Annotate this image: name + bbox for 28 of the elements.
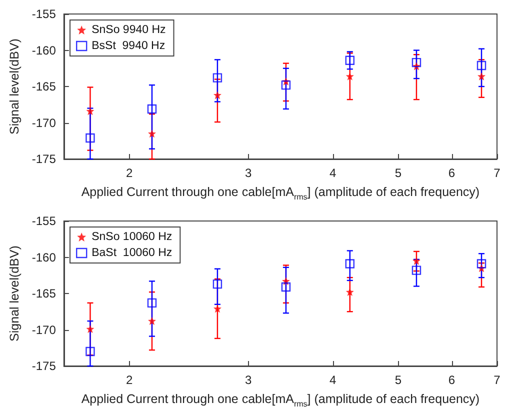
x-tick-label: 5 xyxy=(394,373,402,387)
y-tick-label: -170 xyxy=(32,116,56,130)
legend-label: SnSo 10060 Hz xyxy=(92,231,172,243)
x-tick-label: 3 xyxy=(245,373,252,387)
x-tick-label: 2 xyxy=(126,166,134,180)
x-tick-label: 7 xyxy=(494,166,501,180)
y-axis-title: Signal level(dBV) xyxy=(8,38,22,134)
y-tick-label: -170 xyxy=(32,322,56,337)
x-tick-label: 2 xyxy=(126,373,134,387)
y-axis-title: Signal level(dBV) xyxy=(8,246,22,342)
legend-label: SnSo 9940 Hz xyxy=(92,24,166,36)
x-tick-label: 3 xyxy=(245,166,252,180)
y-tick-label: -160 xyxy=(32,43,56,58)
legend-label: BaSt 10060 Hz xyxy=(92,247,172,259)
legend-label: BsSt 9940 Hz xyxy=(92,40,166,52)
x-tick-label: 5 xyxy=(394,166,402,180)
x-tick-label: 4 xyxy=(329,166,336,180)
x-tick-label: 7 xyxy=(494,373,501,387)
y-tick-label: -155 xyxy=(32,214,56,228)
y-tick-label: -175 xyxy=(32,152,56,166)
x-tick-label: 4 xyxy=(329,373,336,387)
y-tick-label: -165 xyxy=(32,286,56,300)
y-tick-label: -175 xyxy=(32,359,56,373)
y-tick-label: -165 xyxy=(32,80,56,94)
x-tick-label: 6 xyxy=(448,166,456,180)
y-tick-label: -155 xyxy=(32,7,56,21)
y-tick-label: -160 xyxy=(32,250,56,264)
x-tick-label: 6 xyxy=(448,373,456,387)
